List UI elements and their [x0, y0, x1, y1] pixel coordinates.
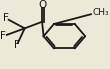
Text: F: F [3, 13, 9, 23]
Text: O: O [38, 0, 46, 10]
Text: CH₃: CH₃ [93, 8, 110, 17]
Text: F: F [0, 31, 6, 41]
Text: F: F [14, 40, 20, 50]
